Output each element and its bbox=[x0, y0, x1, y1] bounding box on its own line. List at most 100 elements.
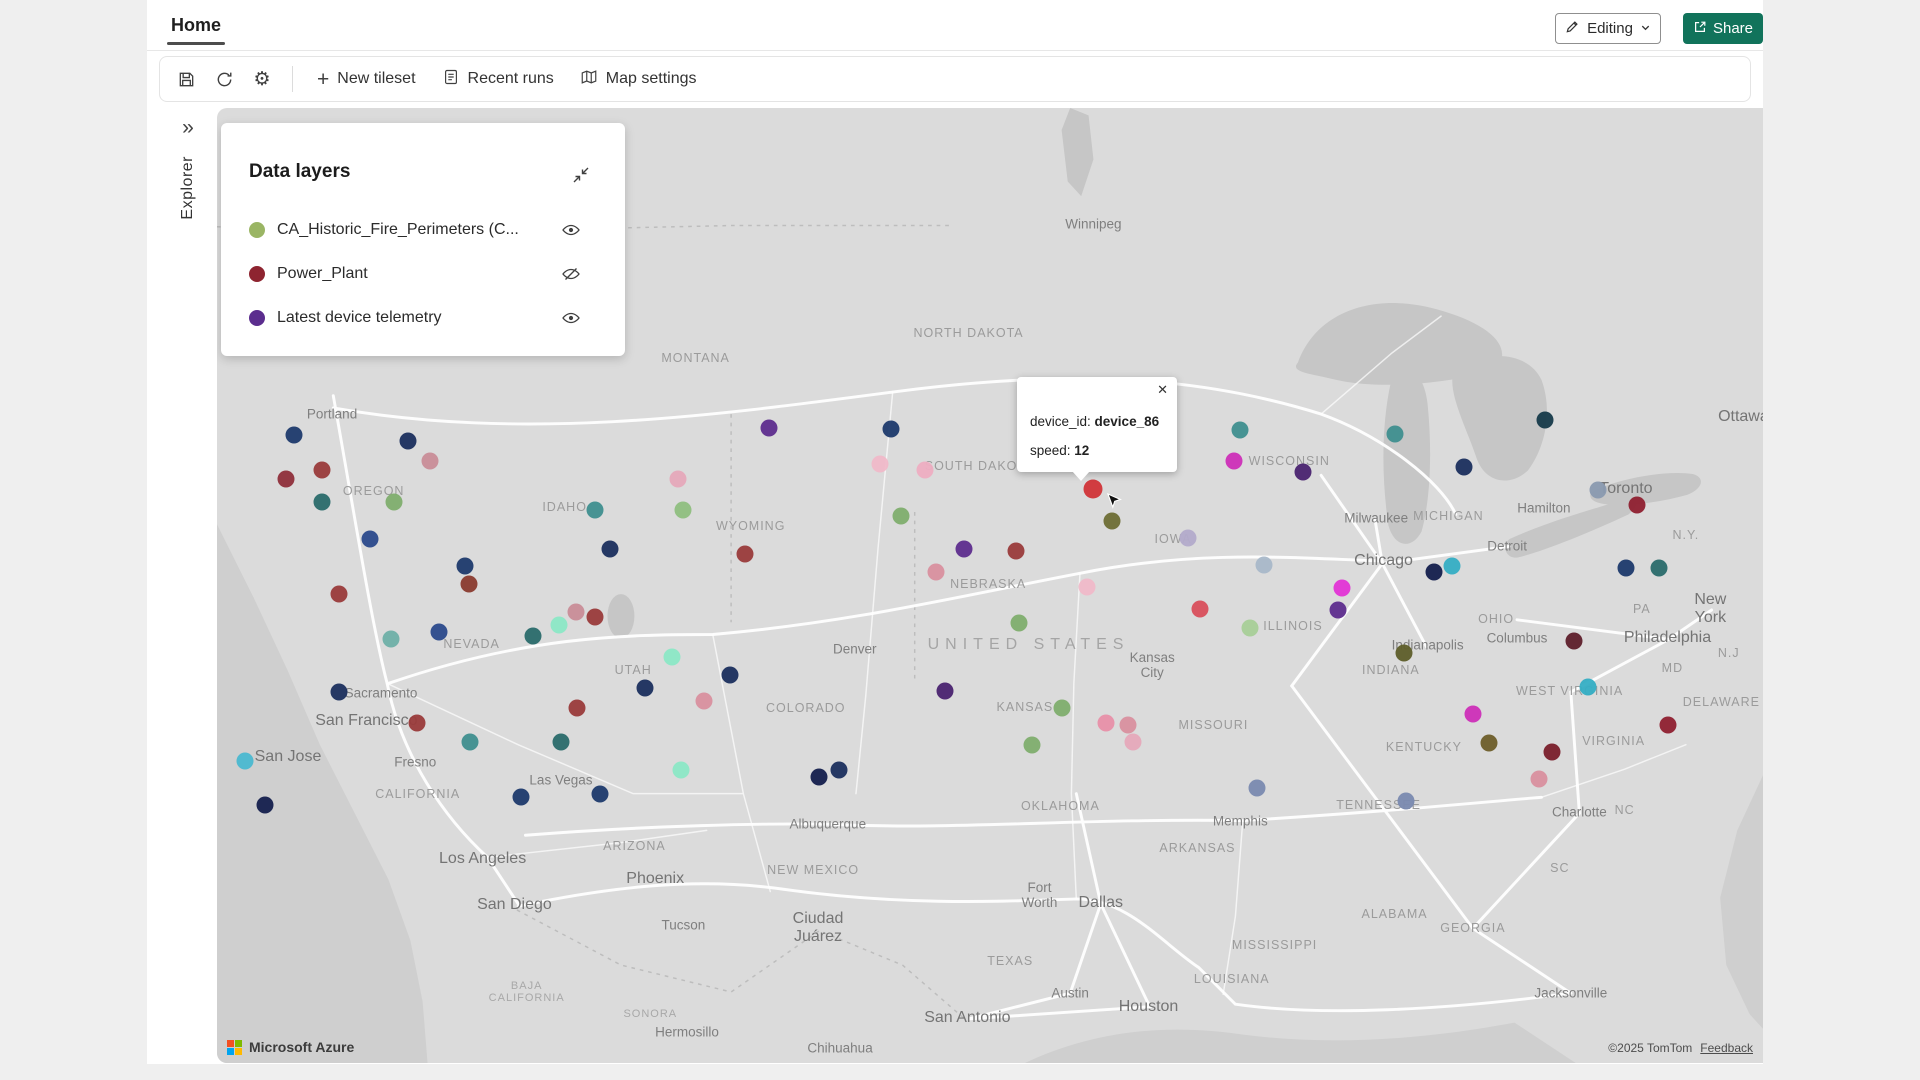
selected-telemetry-point[interactable] bbox=[1083, 479, 1103, 499]
telemetry-point[interactable] bbox=[1191, 600, 1209, 618]
collapse-panel-button[interactable] bbox=[571, 165, 591, 185]
telemetry-point[interactable] bbox=[1007, 542, 1025, 560]
telemetry-point[interactable] bbox=[936, 682, 954, 700]
telemetry-point[interactable] bbox=[1103, 512, 1121, 530]
recent-runs-button[interactable]: Recent runs bbox=[430, 62, 566, 96]
telemetry-point[interactable] bbox=[256, 796, 274, 814]
telemetry-point[interactable] bbox=[421, 452, 439, 470]
telemetry-point[interactable] bbox=[1617, 559, 1635, 577]
new-tileset-button[interactable]: + New tileset bbox=[305, 62, 428, 96]
telemetry-point[interactable] bbox=[1565, 632, 1583, 650]
telemetry-point[interactable] bbox=[408, 714, 426, 732]
telemetry-point[interactable] bbox=[669, 470, 687, 488]
telemetry-point[interactable] bbox=[1397, 792, 1415, 810]
telemetry-point[interactable] bbox=[1589, 481, 1607, 499]
telemetry-point[interactable] bbox=[1455, 458, 1473, 476]
telemetry-point[interactable] bbox=[1425, 563, 1443, 581]
telemetry-point[interactable] bbox=[236, 752, 254, 770]
telemetry-point[interactable] bbox=[1480, 734, 1498, 752]
telemetry-point[interactable] bbox=[361, 530, 379, 548]
telemetry-point[interactable] bbox=[1119, 716, 1137, 734]
telemetry-point[interactable] bbox=[399, 432, 417, 450]
expand-explorer-button[interactable]: » bbox=[182, 116, 194, 139]
telemetry-point[interactable] bbox=[512, 788, 530, 806]
telemetry-point[interactable] bbox=[313, 493, 331, 511]
telemetry-point[interactable] bbox=[830, 761, 848, 779]
telemetry-point[interactable] bbox=[586, 608, 604, 626]
telemetry-point[interactable] bbox=[1023, 736, 1041, 754]
close-icon[interactable]: ✕ bbox=[1157, 382, 1168, 397]
telemetry-point[interactable] bbox=[461, 733, 479, 751]
telemetry-point[interactable] bbox=[1443, 557, 1461, 575]
telemetry-point[interactable] bbox=[736, 545, 754, 563]
telemetry-point[interactable] bbox=[277, 470, 295, 488]
telemetry-point[interactable] bbox=[1097, 714, 1115, 732]
telemetry-point[interactable] bbox=[1659, 716, 1677, 734]
telemetry-point[interactable] bbox=[721, 666, 739, 684]
telemetry-point[interactable] bbox=[1248, 779, 1266, 797]
telemetry-point[interactable] bbox=[1543, 743, 1561, 761]
telemetry-point[interactable] bbox=[1255, 556, 1273, 574]
telemetry-point[interactable] bbox=[882, 420, 900, 438]
telemetry-point[interactable] bbox=[1386, 425, 1404, 443]
visibility-on-eye-icon[interactable] bbox=[561, 220, 581, 240]
telemetry-point[interactable] bbox=[695, 692, 713, 710]
telemetry-point[interactable] bbox=[1053, 699, 1071, 717]
telemetry-point[interactable] bbox=[601, 540, 619, 558]
telemetry-point[interactable] bbox=[1078, 578, 1096, 596]
telemetry-point[interactable] bbox=[955, 540, 973, 558]
editing-mode-dropdown[interactable]: Editing bbox=[1555, 13, 1661, 44]
telemetry-point[interactable] bbox=[385, 493, 403, 511]
telemetry-point[interactable] bbox=[586, 501, 604, 519]
telemetry-point[interactable] bbox=[1231, 421, 1249, 439]
layer-row-power-plant[interactable]: Power_Plant bbox=[249, 263, 581, 285]
layer-row-fire-perimeters[interactable]: CA_Historic_Fire_Perimeters (C... bbox=[249, 219, 581, 241]
telemetry-point[interactable] bbox=[760, 419, 778, 437]
telemetry-point[interactable] bbox=[636, 679, 654, 697]
map-canvas[interactable]: Data layers CA_Historic_Fire_Perimeters … bbox=[217, 108, 1763, 1063]
telemetry-point[interactable] bbox=[552, 733, 570, 751]
telemetry-point[interactable] bbox=[1225, 452, 1243, 470]
visibility-off-eye-icon[interactable] bbox=[561, 264, 581, 284]
telemetry-point[interactable] bbox=[1536, 411, 1554, 429]
telemetry-point[interactable] bbox=[285, 426, 303, 444]
telemetry-point[interactable] bbox=[550, 616, 567, 634]
telemetry-point[interactable] bbox=[313, 461, 331, 479]
telemetry-point[interactable] bbox=[892, 507, 910, 525]
tab-home[interactable]: Home bbox=[167, 0, 226, 50]
telemetry-point[interactable] bbox=[1464, 705, 1482, 723]
telemetry-point[interactable] bbox=[672, 761, 690, 779]
telemetry-point[interactable] bbox=[1329, 601, 1347, 619]
layer-row-device-telemetry[interactable]: Latest device telemetry bbox=[249, 307, 581, 329]
settings-button[interactable]: ⚙ bbox=[244, 62, 280, 96]
telemetry-point[interactable] bbox=[1395, 644, 1413, 662]
telemetry-point[interactable] bbox=[663, 648, 681, 665]
telemetry-point[interactable] bbox=[1333, 579, 1351, 597]
telemetry-point[interactable] bbox=[674, 501, 692, 519]
telemetry-point[interactable] bbox=[567, 603, 585, 621]
telemetry-point[interactable] bbox=[1010, 614, 1028, 632]
visibility-on-eye-icon[interactable] bbox=[561, 308, 581, 328]
refresh-button[interactable] bbox=[206, 62, 242, 96]
telemetry-point[interactable] bbox=[460, 575, 478, 593]
telemetry-point[interactable] bbox=[330, 585, 348, 603]
telemetry-point[interactable] bbox=[330, 683, 348, 701]
telemetry-point[interactable] bbox=[1650, 559, 1668, 577]
telemetry-point[interactable] bbox=[591, 785, 609, 803]
telemetry-point[interactable] bbox=[568, 699, 586, 717]
telemetry-point[interactable] bbox=[382, 630, 400, 648]
telemetry-point[interactable] bbox=[1294, 463, 1312, 481]
telemetry-point[interactable] bbox=[430, 623, 448, 641]
telemetry-point[interactable] bbox=[456, 557, 474, 575]
telemetry-point[interactable] bbox=[1124, 733, 1142, 751]
telemetry-point[interactable] bbox=[1179, 529, 1197, 547]
telemetry-point[interactable] bbox=[1241, 619, 1259, 637]
telemetry-point[interactable] bbox=[810, 768, 828, 785]
map-settings-button[interactable]: Map settings bbox=[568, 62, 709, 96]
save-button[interactable] bbox=[168, 62, 204, 96]
share-button[interactable]: Share bbox=[1683, 13, 1763, 44]
telemetry-point[interactable] bbox=[1530, 770, 1548, 788]
telemetry-point[interactable] bbox=[524, 627, 542, 645]
telemetry-point[interactable] bbox=[1579, 678, 1597, 696]
telemetry-point[interactable] bbox=[916, 461, 933, 479]
